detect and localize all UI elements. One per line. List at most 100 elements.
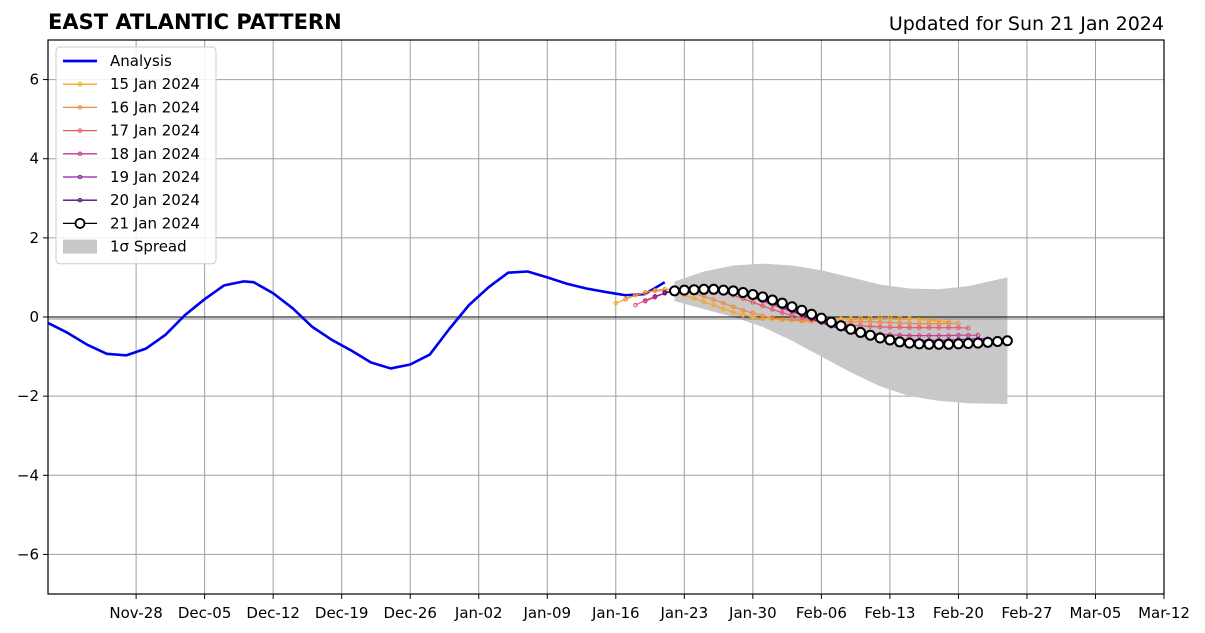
legend-label: 21 Jan 2024 [110,214,200,232]
data-point [623,296,628,302]
data-point [874,332,886,344]
legend-marker [77,197,83,203]
legend-label: 19 Jan 2024 [110,168,200,186]
data-point [747,288,759,300]
data-point [887,320,893,325]
y-tick-label: 0 [29,308,39,326]
data-point [956,332,961,338]
data-point [943,338,955,350]
data-point [907,325,912,330]
x-tick-label: Feb-13 [864,604,915,622]
x-tick-label: Mar-05 [1070,604,1122,622]
data-point [855,326,867,338]
data-point [916,325,922,330]
data-point [907,316,912,321]
legend-spread-swatch [63,239,97,254]
data-point [750,310,756,316]
y-tick-label: −6 [17,545,39,563]
data-point [887,315,893,321]
legend-label: 18 Jan 2024 [110,145,200,163]
data-point [982,336,994,348]
data-point [721,306,726,312]
data-point [662,290,668,295]
data-point [992,336,1004,348]
data-point [760,316,765,321]
y-tick-label: 4 [29,150,39,168]
zero-line-layer [48,316,1164,320]
data-point [642,290,648,295]
chart-subtitle: Updated for Sun 21 Jan 2024 [889,13,1164,35]
data-point [737,286,749,298]
data-point [835,320,847,332]
data-point [825,316,837,328]
data-point [613,300,619,306]
data-point [1001,335,1013,347]
legend-label: 1σ Spread [110,238,187,256]
data-point [897,320,902,326]
y-tick-label: 6 [29,71,39,89]
data-point [897,315,902,321]
data-point [796,304,808,316]
data-point [936,333,942,338]
data-point [766,294,778,306]
x-tick-label: Feb-27 [1001,604,1052,622]
legend-label: 16 Jan 2024 [110,98,200,116]
data-point [750,300,756,305]
data-point [965,325,971,331]
data-point [789,317,795,323]
data-point [770,307,775,312]
data-point [815,312,827,324]
data-point [877,319,883,325]
data-point [779,317,785,322]
data-point [701,299,707,305]
data-point [864,329,876,341]
data-point [926,325,932,330]
data-point [740,312,746,318]
data-point [669,285,681,297]
data-point [786,301,798,313]
y-tick-label: −2 [17,387,39,405]
data-point [779,310,785,315]
data-point [730,309,736,315]
legend-label: 20 Jan 2024 [110,191,200,209]
data-point [946,325,951,330]
data-point [652,294,658,299]
x-tick-label: Dec-05 [178,604,232,622]
data-point [877,315,883,321]
data-point [897,324,902,330]
data-point [887,324,893,330]
legend-marker [77,105,83,110]
x-tick-label: Feb-20 [933,604,984,622]
data-point [688,284,700,296]
legend-marker [77,81,83,87]
x-tick-label: Nov-28 [109,604,162,622]
x-tick-label: Jan-09 [522,604,571,622]
legend-marker [74,217,86,229]
data-point [642,298,648,304]
data-point [916,317,922,322]
legend-marker [77,128,83,133]
data-point [760,313,765,319]
series-analysis [47,270,666,370]
data-point [730,304,736,310]
data-point [757,291,769,303]
series-line [47,270,666,370]
y-tick-label: −4 [17,466,39,484]
data-point [845,323,857,335]
data-point [877,324,883,330]
data-point [721,300,726,306]
data-point [907,321,912,326]
series-layer [47,270,1013,370]
data-point [962,338,974,350]
data-point [923,338,935,350]
data-point [868,324,873,329]
data-point [727,285,739,297]
data-point [711,302,716,308]
data-point [936,325,942,330]
x-tick-label: Jan-16 [591,604,640,622]
data-point [933,338,945,350]
data-point [946,333,951,338]
data-point [633,302,638,308]
x-tick-label: Jan-23 [660,604,709,622]
